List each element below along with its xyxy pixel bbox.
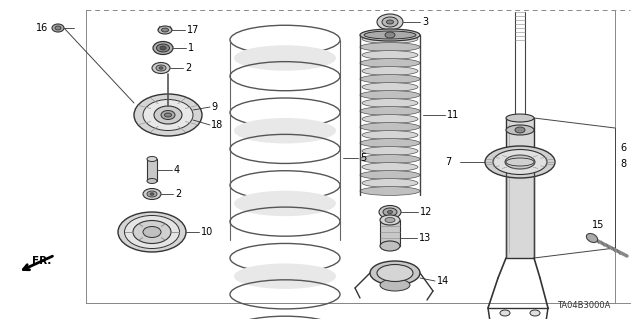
Ellipse shape [52, 24, 64, 32]
Ellipse shape [377, 264, 413, 281]
Ellipse shape [147, 179, 157, 183]
Ellipse shape [159, 67, 163, 69]
Ellipse shape [360, 187, 420, 196]
Ellipse shape [362, 179, 418, 187]
Ellipse shape [125, 216, 179, 249]
Ellipse shape [506, 158, 534, 166]
Ellipse shape [485, 146, 555, 178]
Text: 3: 3 [422, 17, 428, 27]
Text: 7: 7 [445, 157, 451, 167]
Ellipse shape [360, 155, 420, 163]
Ellipse shape [360, 75, 420, 83]
Text: 2: 2 [175, 189, 181, 199]
Text: 8: 8 [620, 159, 626, 169]
Bar [380, 220, 400, 246]
Ellipse shape [370, 261, 420, 285]
Ellipse shape [134, 94, 202, 136]
Text: 13: 13 [419, 233, 431, 243]
Ellipse shape [234, 191, 336, 216]
Ellipse shape [586, 234, 598, 242]
Ellipse shape [143, 100, 193, 130]
Ellipse shape [161, 28, 168, 32]
Text: 16: 16 [36, 23, 48, 33]
Ellipse shape [493, 150, 547, 174]
Text: 6: 6 [620, 143, 626, 153]
Text: 1: 1 [188, 43, 194, 53]
Ellipse shape [153, 41, 173, 55]
Ellipse shape [530, 310, 540, 316]
Ellipse shape [362, 130, 418, 139]
Ellipse shape [505, 155, 535, 169]
Ellipse shape [362, 34, 418, 43]
Bar [506, 118, 534, 258]
Ellipse shape [380, 215, 400, 225]
Ellipse shape [377, 14, 403, 30]
Text: TA04B3000A: TA04B3000A [557, 300, 610, 309]
Text: 5: 5 [360, 153, 366, 163]
Ellipse shape [143, 226, 161, 238]
Ellipse shape [147, 191, 157, 197]
Ellipse shape [157, 44, 170, 52]
Ellipse shape [382, 17, 398, 27]
Ellipse shape [133, 220, 171, 243]
Ellipse shape [383, 208, 397, 216]
Text: 12: 12 [420, 207, 433, 217]
Ellipse shape [362, 147, 418, 155]
Ellipse shape [362, 99, 418, 108]
Ellipse shape [360, 122, 420, 131]
Ellipse shape [160, 46, 166, 50]
Text: 17: 17 [187, 25, 200, 35]
Ellipse shape [118, 212, 186, 252]
Ellipse shape [385, 32, 395, 38]
Ellipse shape [362, 51, 418, 59]
Text: 9: 9 [211, 102, 217, 112]
Ellipse shape [360, 171, 420, 179]
Ellipse shape [158, 26, 172, 34]
Ellipse shape [362, 83, 418, 92]
Ellipse shape [360, 29, 420, 41]
Ellipse shape [380, 279, 410, 291]
Ellipse shape [364, 31, 416, 39]
Text: FR.: FR. [32, 256, 51, 266]
Ellipse shape [387, 211, 392, 213]
Ellipse shape [360, 107, 420, 115]
Ellipse shape [515, 127, 525, 133]
Ellipse shape [360, 43, 420, 51]
Ellipse shape [360, 91, 420, 100]
Ellipse shape [506, 114, 534, 122]
Text: 10: 10 [201, 227, 213, 237]
Bar [147, 159, 157, 181]
Ellipse shape [362, 163, 418, 171]
Text: 4: 4 [174, 165, 180, 175]
Ellipse shape [385, 218, 395, 222]
Ellipse shape [164, 113, 172, 117]
Ellipse shape [379, 205, 401, 219]
Ellipse shape [506, 125, 534, 135]
Text: 18: 18 [211, 120, 223, 130]
Ellipse shape [360, 138, 420, 147]
Text: 14: 14 [437, 276, 449, 286]
Ellipse shape [380, 241, 400, 251]
Ellipse shape [147, 157, 157, 161]
Ellipse shape [154, 106, 182, 124]
Ellipse shape [500, 310, 510, 316]
Ellipse shape [152, 63, 170, 73]
Ellipse shape [360, 59, 420, 67]
Ellipse shape [362, 115, 418, 123]
Ellipse shape [150, 193, 154, 195]
Ellipse shape [143, 189, 161, 199]
Ellipse shape [362, 67, 418, 75]
Ellipse shape [55, 26, 61, 30]
Ellipse shape [234, 263, 336, 289]
Text: 2: 2 [185, 63, 191, 73]
Ellipse shape [234, 45, 336, 71]
Ellipse shape [387, 20, 394, 24]
Ellipse shape [161, 110, 175, 120]
Ellipse shape [234, 118, 336, 144]
Ellipse shape [156, 65, 166, 71]
Text: 11: 11 [447, 110, 460, 120]
Text: 15: 15 [592, 220, 604, 230]
